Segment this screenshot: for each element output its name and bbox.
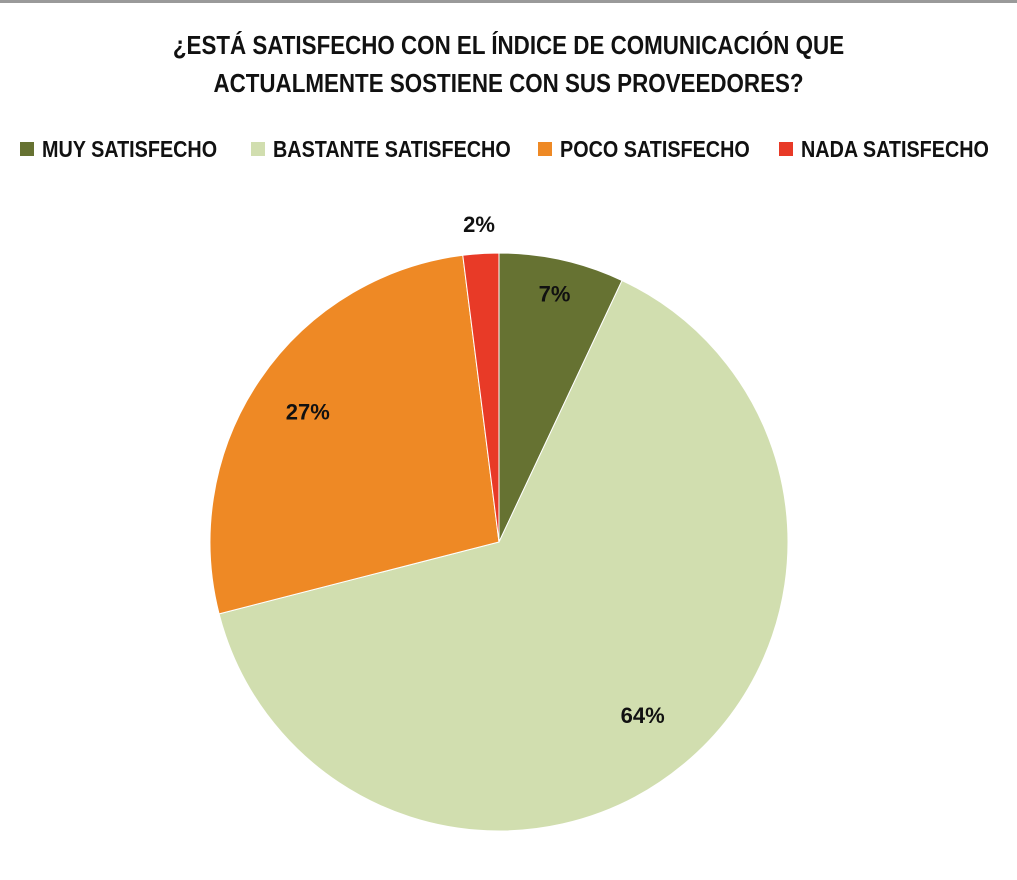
- legend-swatch-nada-satisfecho: [779, 142, 793, 156]
- legend-label-bastante-satisfecho: BASTANTE SATISFECHO: [273, 136, 511, 162]
- chart-title-line-1: ¿ESTÁ SATISFECHO CON EL ÍNDICE DE COMUNI…: [172, 30, 845, 60]
- legend-label-muy-satisfecho: MUY SATISFECHO: [42, 136, 218, 162]
- legend-swatch-muy-satisfecho: [20, 142, 34, 156]
- pie-slice-bastante-satisfecho: [218, 279, 789, 832]
- data-label-poco-satisfecho: 27%: [286, 400, 330, 425]
- legend-label-poco-satisfecho: POCO SATISFECHO: [560, 136, 750, 162]
- top-rule: [0, 0, 1017, 3]
- data-label-muy-satisfecho: 7%: [539, 281, 571, 306]
- data-label-nada-satisfecho: 2%: [463, 212, 495, 237]
- pie-slice-muy-satisfecho: [498, 252, 623, 543]
- pie-slice-nada-satisfecho: [462, 252, 500, 543]
- legend: MUY SATISFECHO BASTANTE SATISFECHO POCO …: [0, 132, 1017, 166]
- pie-slice-poco-satisfecho: [209, 254, 500, 615]
- legend-swatch-poco-satisfecho: [538, 142, 552, 156]
- legend-swatch-bastante-satisfecho: [251, 142, 265, 156]
- chart-title-line-2: ACTUALMENTE SOSTIENE CON SUS PROVEEDORES…: [213, 68, 804, 98]
- data-label-bastante-satisfecho: 64%: [621, 703, 665, 728]
- legend-label-nada-satisfecho: NADA SATISFECHO: [801, 136, 989, 162]
- chart-title: ¿ESTÁ SATISFECHO CON EL ÍNDICE DE COMUNI…: [71, 26, 946, 102]
